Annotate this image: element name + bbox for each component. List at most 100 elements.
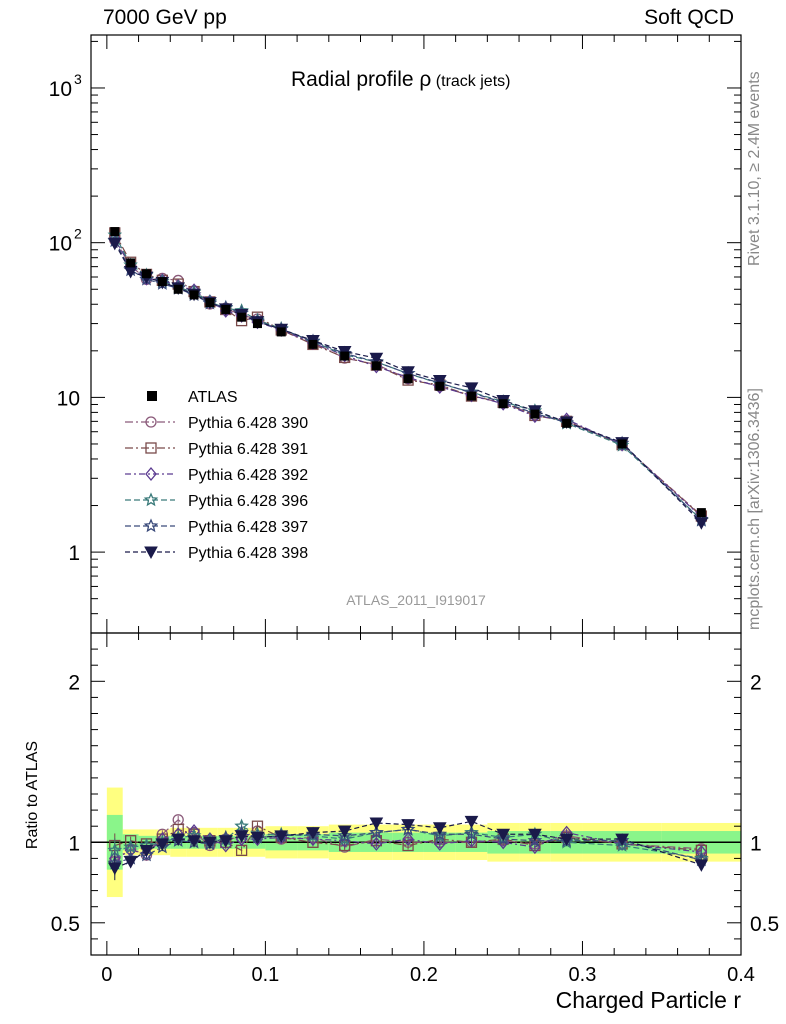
series-6-ratio-point [139, 844, 154, 858]
atlas-data-point [435, 381, 445, 391]
header-beam-label: 7000 GeV pp [103, 6, 227, 29]
series-6-ratio-point [432, 822, 447, 835]
x-tick-label: 0.2 [410, 964, 438, 986]
atlas-data-point [498, 399, 508, 409]
series-6-ratio-point [171, 833, 186, 847]
x-tick-label: 0.3 [569, 964, 597, 986]
legend-label: Pythia 6.428 390 [188, 415, 308, 432]
legend-marker [144, 546, 158, 560]
atlas-data-point [173, 284, 183, 294]
series-4-ratio-point [123, 839, 138, 854]
legend-label: Pythia 6.428 396 [188, 493, 308, 510]
series-3-ratio-point [370, 836, 383, 851]
series-5-ratio-point [139, 847, 154, 862]
legend-marker [145, 442, 157, 454]
ratio-y-tick-label: 1 [68, 832, 80, 855]
legend-label: Pythia 6.428 397 [188, 519, 308, 536]
series-6-ratio-point [496, 828, 511, 842]
atlas-data-point [126, 258, 136, 268]
series-6-ratio-point [528, 828, 542, 842]
ratio-y-tick-label-right: 1 [750, 832, 762, 855]
chart-title: Radial profile ρ (track jets) [291, 68, 510, 91]
ratio-plot-frame [90, 632, 742, 956]
series-6-ratio-point [274, 830, 289, 843]
y-tick-exponent: 3 [74, 71, 82, 87]
atlas-data-point [530, 409, 540, 419]
atlas-data-point [466, 391, 476, 401]
series-6-ratio-point [694, 859, 709, 872]
legend-atlas-marker [147, 391, 157, 401]
series-5-ratio-point [369, 824, 384, 839]
legend-marker [145, 416, 157, 428]
main-plot-frame [90, 34, 742, 634]
series-6-ratio-point [559, 833, 574, 847]
series-6-ratio-point [107, 862, 122, 876]
atlas-data-point [221, 304, 231, 314]
atlas-data-point [189, 290, 199, 300]
series-3-ratio-point [402, 832, 414, 847]
series-6-line [114, 242, 702, 524]
series-6-ratio-line [114, 820, 702, 869]
legend-marker [143, 518, 159, 533]
series-3-ratio-point [433, 836, 446, 851]
series-5-ratio-line [114, 828, 702, 864]
series-6-ratio-point [250, 831, 265, 845]
y-tick-label: 10 [49, 233, 72, 256]
series-6-ratio-point [218, 835, 233, 848]
series-4-ratio-point [337, 831, 353, 846]
x-tick-label: 0.4 [727, 964, 755, 986]
atlas-data-point [403, 374, 413, 384]
ratio-y-tick-label: 0.5 [51, 913, 80, 936]
series-4-ratio-point [614, 837, 630, 852]
atlas-data-point [237, 312, 247, 322]
series-6-ratio-point [203, 836, 217, 850]
legend-marker [143, 492, 159, 507]
series-6-ratio-point [123, 856, 138, 869]
legend-label: Pythia 6.428 398 [188, 545, 308, 562]
atlas-data-point [617, 439, 627, 449]
series-6-ratio-point [306, 827, 320, 840]
series-6-ratio-point [155, 838, 170, 851]
x-axis-label: Charged Particle r [556, 987, 742, 1013]
legend-label: Pythia 6.428 391 [188, 441, 308, 458]
y-tick-label: 10 [49, 78, 72, 101]
series-6-ratio-point [234, 830, 249, 843]
series-5-ratio-point [495, 831, 511, 846]
atlas-data-point [308, 339, 318, 349]
series-5-ratio-point [432, 826, 448, 841]
series-6-ratio-point [401, 819, 415, 832]
series-6-ratio-point [615, 833, 629, 847]
series-6-point [401, 366, 415, 379]
series-6-point [694, 517, 709, 530]
series-3-line [114, 238, 702, 518]
x-tick-label: 0.1 [251, 964, 279, 986]
atlas-data-point [141, 269, 151, 279]
header-process-label: Soft QCD [644, 6, 734, 29]
series-2-line [114, 232, 702, 517]
atlas-data-point [371, 361, 381, 371]
legend-marker [145, 466, 157, 482]
series-5-ratio-point [527, 833, 543, 847]
ratio-y-tick-label: 2 [68, 671, 80, 694]
atlas-data-point [252, 319, 262, 329]
legend-label: Pythia 6.428 392 [188, 467, 308, 484]
atlas-data-point [276, 327, 286, 337]
series-5-ratio-point [464, 826, 479, 841]
ratio-y-tick-label-right: 0.5 [750, 913, 779, 936]
series-6-point [464, 382, 479, 395]
atlas-data-point [110, 227, 120, 237]
y-tick-exponent: 2 [74, 226, 82, 242]
analysis-watermark: ATLAS_2011_I919017 [346, 592, 486, 608]
x-tick-label: 0 [101, 964, 112, 986]
series-6-point [107, 237, 122, 251]
series-6-ratio-point [337, 825, 352, 839]
legend-label: ATLAS [188, 389, 238, 406]
y-tick-label: 10 [57, 387, 80, 410]
series-6-ratio-point [464, 815, 479, 829]
atlas-data-point [157, 277, 167, 287]
atlas-data-point [205, 298, 215, 308]
atlas-data-point [562, 418, 572, 428]
ratio-y-axis-label: Ratio to ATLAS [24, 741, 41, 849]
